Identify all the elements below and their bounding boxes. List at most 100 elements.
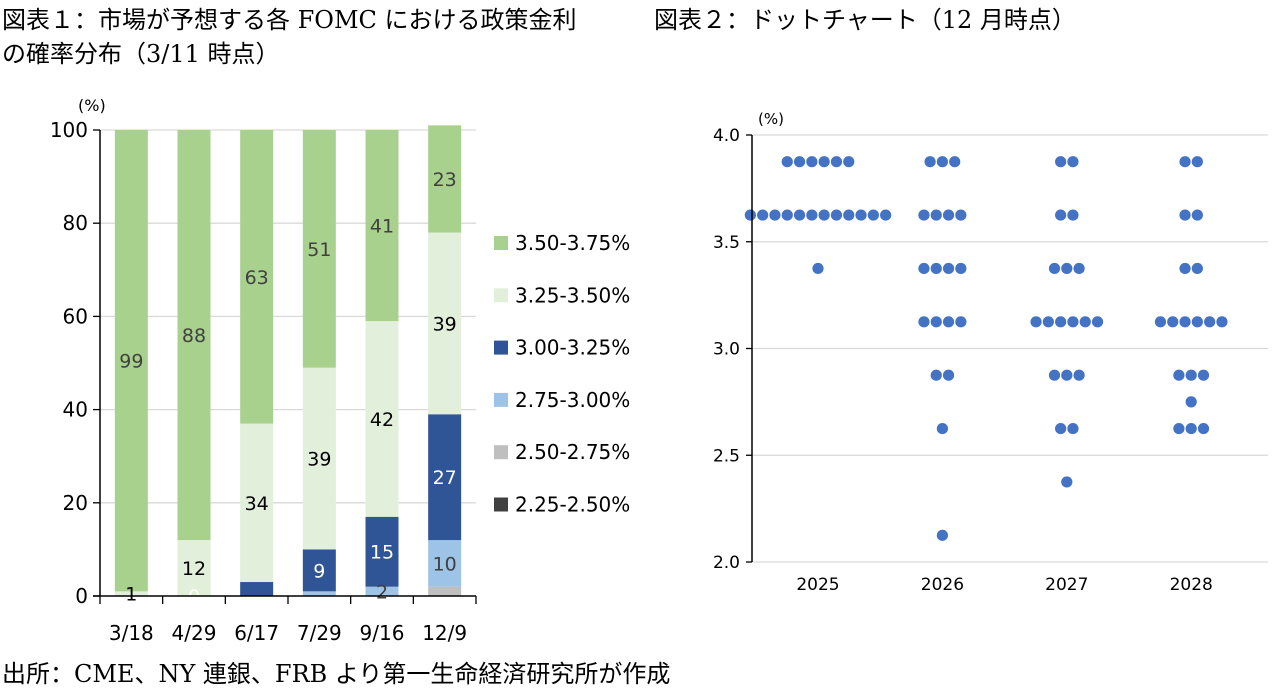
dots [744,156,1228,541]
dot-2027-3-125 [1091,316,1104,328]
data-label-7-29-3-25-3-50: 39 [307,449,331,471]
dot-2026-3-875 [936,156,949,168]
dot-2025-3-625 [781,209,793,221]
dot-2026-3-625 [942,209,955,221]
dot-2025-3-875 [830,156,843,168]
x-tick-label: 7/29 [297,621,342,645]
dot-2025-3-375 [812,262,824,275]
dot-2028-3-875 [1191,156,1203,168]
dot-2028-3-125 [1167,316,1179,328]
x-tick-label: 6/17 [234,621,279,645]
dot-2025-3-875 [843,156,855,168]
dot-2026-3-125 [942,316,955,328]
dot-2027-3-875 [1067,156,1079,168]
legend-label-2-50-2-75: 2.50-2.75% [515,440,630,464]
legend: 3.50-3.75% 3.25-3.50% 3.00-3.25% 2.75-3.00%… [494,231,630,517]
dot-2028-3-375 [1191,262,1203,275]
stacked-bar-chart: 1 99 0 12 88 34 63 9 39 51 2 15 42 41 10 27 39 23 0 20 40 60… [50,96,630,645]
dot-2026-3-125 [930,316,942,328]
dot-2028-2-625 [1173,422,1185,435]
dot-2027-2-375 [1061,476,1073,488]
dot-2027-2-875 [1048,369,1061,381]
dot-2028-2-875 [1173,369,1185,381]
dot-2025-3-875 [793,156,806,168]
dot-2027-3-125 [1067,316,1079,328]
bar-segment-3-18-3-25-3-50 [114,591,148,596]
x-tick-label: 4/29 [172,621,217,645]
data-label-12-9-3-25-3-50: 39 [433,313,457,335]
bar-segment-4-29-3-50-3-75 [177,130,211,541]
dot-2028-2-75 [1185,396,1197,408]
dot-2026-3-625 [955,209,967,221]
legend-label-2-25-2-50: 2.25-2.50% [515,493,630,517]
dot-2026-3-375 [930,262,942,275]
y-tick-label: 3.0 [713,340,740,360]
dot-2025-3-625 [769,209,781,221]
bar-segment-6-17-3-25-3-50 [240,423,274,583]
dot-2025-3-625 [818,209,830,221]
dot-2028-3-625 [1191,209,1203,221]
bar-segment-7-29-3-50-3-75 [302,130,336,368]
legend-swatch-2-25-2-50 [494,497,508,512]
dot-2025-3-875 [806,156,818,168]
gridlines [100,129,476,504]
y-tick-label: 2.0 [713,553,740,573]
data-label-9-16-2-75-3-00: 2 [376,581,388,603]
y-tick-label: 2.5 [713,446,740,466]
bar-segment-4-29-3-25-3-50 [177,540,211,596]
y-axis-unit-label: (%) [758,110,784,128]
y-tick-label: 4.0 [713,126,740,146]
dot-2026-3-375 [918,262,930,275]
y-tick-label: 20 [63,491,88,515]
dot-2028-2-875 [1185,369,1197,381]
legend-swatch-3-25-3-50 [494,288,508,303]
x-tick-label: 2028 [1170,575,1213,595]
bar-segment-12-9-3-25-3-50 [428,232,462,415]
legend-swatch-2-50-2-75 [494,445,508,460]
data-label-12-9-3-00-3-25: 27 [433,467,457,489]
y-tick-label: 40 [63,398,88,422]
dot-2028-3-125 [1191,316,1203,328]
data-label-12-9-3-50-3-75: 23 [433,169,457,191]
dot-2028-2-625 [1197,422,1210,435]
dot-2028-3-125 [1216,316,1228,328]
data-label-3-18-3-25-3-50: 1 [125,584,137,606]
x-tick-label: 12/9 [422,621,467,645]
dot-2027-3-375 [1048,262,1061,275]
data-label-9-16-3-50-3-75: 41 [370,216,394,238]
dot-2025-3-625 [855,209,867,221]
dot-2027-2-625 [1067,422,1079,435]
legend-label-3-50-3-75: 3.50-3.75% [515,231,630,255]
data-label-12-9-2-75-3-00: 10 [433,553,457,575]
dot-2028-3-375 [1179,262,1191,275]
dot-2026-3-125 [918,316,930,328]
dot-2025-3-875 [818,156,830,168]
dot-2025-3-625 [757,209,769,221]
x-tick-label: 2025 [796,575,839,595]
bar-segment-7-29-2-75-3-00 [302,591,336,596]
legend-swatch-3-50-3-75 [494,236,508,250]
data-label-7-29-3-00-3-25: 9 [313,560,325,582]
x-tick-label: 9/16 [360,621,405,645]
dot-2026-2-125 [936,529,949,541]
dot-2028-3-125 [1154,316,1167,328]
dot-2028-2-875 [1197,369,1210,381]
y-tick-label: 0 [75,584,88,608]
figure1-title-line1: 図表１：市場が予想する各 FOMC における政策金利 [2,6,577,34]
bar-segment-6-17-3-50-3-75 [240,130,274,424]
dot-2025-3-625 [830,209,843,221]
dot-2026-2-625 [936,422,949,435]
data-label-9-16-3-25-3-50: 42 [370,409,394,431]
bar-segment-6-17-3-00-3-25 [240,582,274,596]
data-label-4-29-3-50-3-75: 88 [182,325,206,347]
dot-2026-3-375 [955,262,967,275]
bar-segment-3-18-3-50-3-75 [114,130,148,592]
dot-2025-3-625 [793,209,806,221]
data-label-6-17-3-50-3-75: 63 [245,267,269,289]
x-tick-label: 3/18 [109,621,154,645]
dot-2027-2-875 [1073,369,1085,381]
bar-segment-9-16-3-00-3-25 [365,516,399,587]
dot-2026-2-875 [942,369,955,381]
dot-2027-3-625 [1055,209,1067,221]
dot-2027-3-625 [1067,209,1079,221]
